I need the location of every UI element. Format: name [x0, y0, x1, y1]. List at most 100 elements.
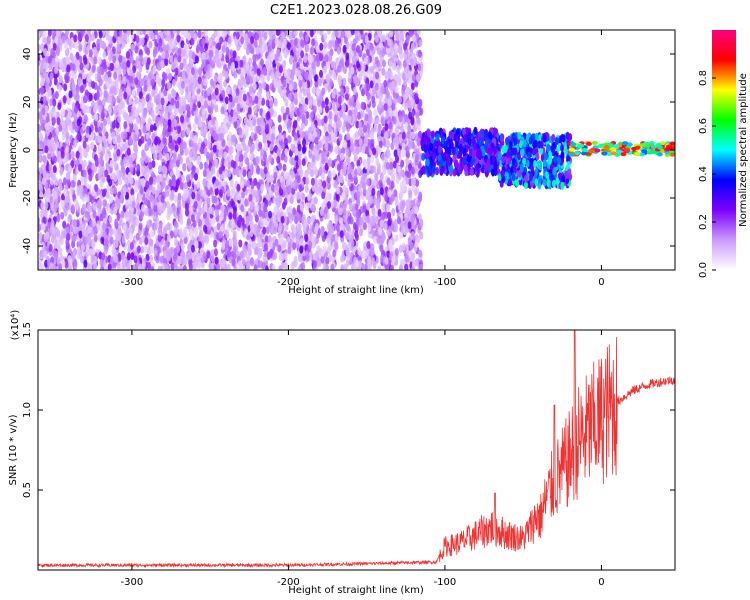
heatmap-cell — [75, 150, 80, 159]
heatmap-cell — [323, 41, 328, 50]
heatmap-cell — [418, 191, 423, 200]
heatmap-cell — [247, 243, 252, 252]
heatmap-cell — [180, 257, 185, 266]
heatmap-cell — [42, 30, 47, 39]
heatmap-cell — [186, 217, 191, 226]
heatmap-cell — [227, 140, 231, 149]
heatmap-cell — [144, 208, 149, 216]
heatmap-cell — [186, 109, 191, 118]
heatmap-cell — [341, 191, 346, 200]
heatmap-cell — [150, 245, 155, 254]
heatmap-cell — [282, 163, 287, 172]
heatmap-cell — [362, 188, 367, 197]
heatmap-cell — [140, 78, 145, 87]
heatmap-cell — [62, 95, 67, 104]
heatmap-cell — [123, 91, 128, 100]
heatmap-cell — [322, 180, 327, 189]
heatmap-cell — [59, 237, 64, 246]
heatmap-cell — [404, 121, 409, 130]
heatmap-cell — [270, 133, 275, 142]
heatmap-cell — [99, 258, 104, 267]
heatmap-cell — [152, 177, 157, 185]
heatmap-cell — [231, 200, 236, 209]
heatmap-cell — [109, 236, 114, 245]
heatmap-cell — [318, 78, 322, 87]
heatmap-cell — [136, 60, 141, 69]
heatmap-cell — [315, 153, 320, 162]
heatmap-cell — [147, 246, 152, 255]
heatmap-cell — [265, 91, 270, 100]
heatmap-cell — [408, 77, 413, 86]
heatmap-cell — [51, 57, 55, 66]
heatmap-cell — [129, 115, 134, 124]
heatmap-cell — [370, 66, 374, 74]
heatmap-cell — [391, 102, 396, 111]
heatmap-cell — [359, 228, 363, 237]
heatmap-cell — [240, 197, 245, 206]
heatmap-cell — [141, 204, 145, 213]
heatmap-cell — [268, 221, 273, 230]
heatmap-cell — [246, 47, 250, 56]
heatmap-cell — [399, 189, 404, 198]
heatmap-cell — [400, 159, 405, 168]
heatmap-cell — [164, 58, 169, 66]
heatmap-cell — [166, 212, 171, 221]
heatmap-cell — [244, 129, 249, 138]
heatmap-cell — [40, 250, 45, 259]
heatmap-cell — [238, 239, 243, 248]
heatmap-cell — [291, 104, 296, 113]
heatmap-cell — [387, 98, 392, 107]
heatmap-cell — [105, 30, 110, 37]
heatmap-cell — [122, 76, 127, 85]
heatmap-cell — [256, 117, 261, 126]
heatmap-cell — [228, 239, 233, 247]
heatmap-cell — [281, 201, 286, 210]
heatmap-cell — [205, 235, 210, 243]
heatmap-cell — [107, 135, 112, 144]
heatmap-cell — [367, 264, 372, 270]
heatmap-cell — [173, 220, 178, 229]
heatmap-cell — [138, 222, 143, 231]
heatmap-cell — [269, 174, 274, 183]
heatmap-cell — [252, 54, 257, 62]
heatmap-cell — [392, 91, 397, 100]
heatmap-cell — [387, 211, 392, 220]
heatmap-cell — [104, 238, 109, 247]
heatmap-cell — [277, 114, 282, 123]
heatmap-cell — [342, 103, 346, 112]
heatmap-cell — [418, 130, 422, 139]
heatmap-cell — [342, 208, 347, 217]
heatmap-cell — [161, 238, 166, 247]
heatmap-cell — [287, 241, 292, 250]
heatmap-cell — [376, 190, 381, 199]
heatmap-cell — [300, 50, 305, 59]
heatmap-cell — [90, 141, 95, 150]
heatmap-cell — [160, 106, 165, 115]
heatmap-cell — [356, 159, 361, 168]
heatmap-cell — [381, 67, 386, 76]
heatmap-cell — [121, 235, 126, 244]
heatmap-cell — [275, 196, 280, 205]
heatmap-cell — [315, 88, 320, 97]
heatmap-cell — [307, 193, 312, 202]
heatmap-cell — [416, 199, 421, 208]
heatmap-cell — [85, 244, 90, 253]
heatmap-cell — [249, 229, 254, 238]
heatmap-cell — [290, 157, 295, 166]
heatmap-cell — [151, 160, 156, 169]
heatmap-cell — [62, 177, 67, 186]
heatmap-cell — [264, 235, 269, 244]
heatmap-cell — [278, 124, 282, 133]
heatmap-cell — [253, 63, 258, 72]
heatmap-cell — [197, 241, 202, 250]
heatmap-cell — [388, 121, 393, 130]
heatmap-cell — [380, 152, 385, 161]
heatmap-cell — [48, 243, 53, 252]
heatmap-cell — [58, 263, 63, 270]
heatmap-cell — [199, 229, 203, 238]
heatmap-cell — [318, 140, 323, 149]
heatmap-cell — [190, 214, 195, 223]
heatmap-cell — [320, 255, 325, 264]
heatmap-cell — [38, 53, 41, 62]
